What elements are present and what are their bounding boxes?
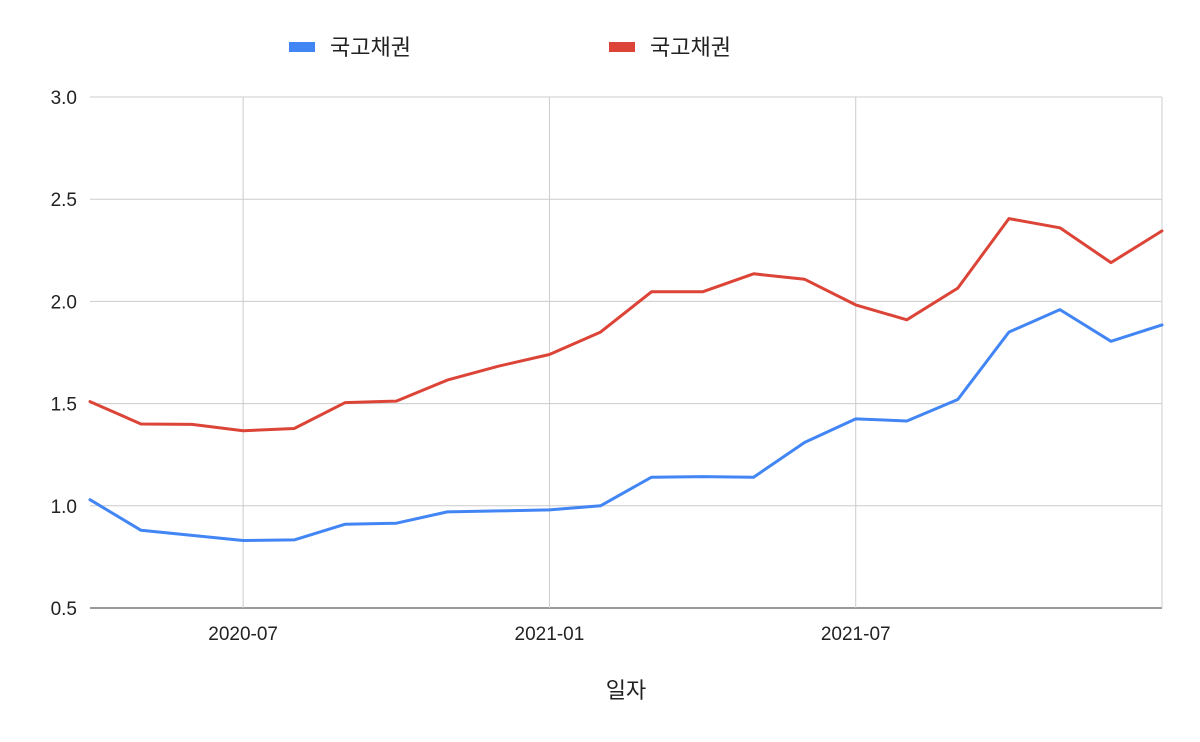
legend-swatch-series-1 bbox=[289, 42, 315, 52]
y-tick-label: 2.0 bbox=[51, 292, 77, 313]
x-tick-label: 2020-07 bbox=[208, 624, 278, 645]
y-tick-label: 1.0 bbox=[51, 497, 77, 518]
x-tick-label: 2021-01 bbox=[515, 624, 585, 645]
series-lines bbox=[88, 217, 1164, 542]
legend-label-series-1: 국고채권 bbox=[330, 36, 411, 61]
x-tick-label: 2021-07 bbox=[821, 624, 891, 645]
y-axis-ticks: 0.5 1.0 1.5 2.0 2.5 3.0 bbox=[51, 88, 77, 620]
series-line-2 bbox=[88, 217, 1164, 433]
legend-label-series-2: 국고채권 bbox=[650, 36, 731, 61]
y-tick-label: 0.5 bbox=[51, 599, 77, 620]
legend-swatch-series-2 bbox=[609, 42, 635, 52]
gridlines bbox=[90, 96, 1163, 609]
y-tick-label: 3.0 bbox=[51, 88, 77, 109]
x-axis-title: 일자 bbox=[606, 679, 646, 704]
x-axis-ticks: 2020-07 2021-01 2021-07 bbox=[208, 624, 890, 645]
series-line-1 bbox=[88, 308, 1164, 542]
y-tick-label: 2.5 bbox=[51, 190, 77, 211]
y-tick-label: 1.5 bbox=[51, 395, 77, 416]
legend: 국고채권 국고채권 bbox=[289, 36, 731, 61]
